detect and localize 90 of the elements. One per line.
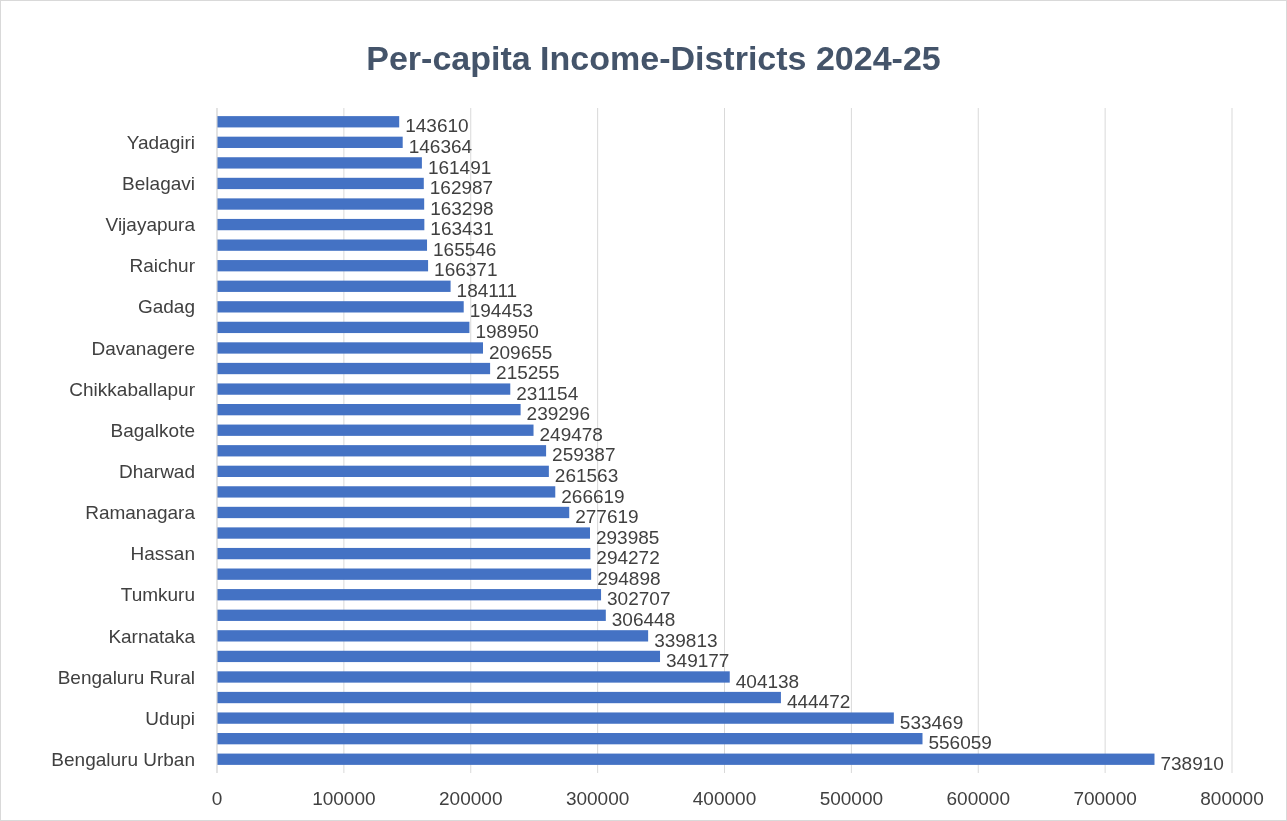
y-tick-label: Yadagiri [126, 131, 195, 153]
data-label: 444472 [786, 691, 851, 713]
data-label: 556059 [928, 732, 992, 754]
data-label: 166371 [434, 259, 498, 281]
bar [217, 136, 403, 148]
data-label: 231154 [516, 382, 579, 404]
y-tick-label: Bengaluru Urban [51, 748, 195, 770]
data-label: 162987 [429, 177, 494, 199]
y-tick-label: Vijayapura [105, 214, 196, 236]
y-tick-label: Tumkuru [120, 584, 195, 606]
x-tick-label: 500000 [819, 788, 884, 809]
y-tick-label: Davanagere [91, 337, 195, 359]
data-label: 209655 [489, 341, 553, 363]
bar [217, 383, 511, 395]
y-tick-label: Karnataka [108, 625, 196, 647]
data-label: 266619 [561, 485, 625, 507]
data-label: 161491 [427, 156, 492, 178]
data-label: 349177 [666, 650, 730, 672]
bar [217, 486, 556, 498]
data-label: 404138 [735, 670, 800, 692]
data-label: 294272 [596, 547, 660, 569]
bar [217, 260, 429, 272]
bar [217, 712, 894, 724]
y-tick-label: Chikkaballapur [69, 378, 196, 400]
y-tick-label: Hassan [130, 543, 195, 565]
data-label: 239296 [526, 403, 591, 425]
data-label: 249478 [539, 423, 603, 445]
bar [217, 116, 400, 128]
data-label: 163298 [430, 197, 494, 219]
x-tick-label: 700000 [1073, 788, 1137, 809]
x-tick-label: 400000 [692, 788, 757, 809]
bar [217, 239, 428, 251]
bar [217, 568, 592, 580]
bar [217, 218, 425, 231]
bar [217, 547, 591, 560]
bar [217, 404, 521, 416]
bar [217, 630, 649, 642]
bar [217, 650, 661, 663]
y-tick-label: Belagavi [122, 173, 195, 195]
x-tick-label: 800000 [1200, 788, 1264, 809]
data-label: 293985 [595, 526, 660, 548]
chart-title: Per-capita Income-Districts 2024-25 [366, 39, 941, 77]
bar [217, 198, 425, 210]
bar [217, 157, 422, 169]
x-tick-label: 100000 [312, 788, 376, 809]
data-label: 277619 [575, 506, 639, 528]
data-label: 215255 [496, 362, 560, 384]
y-tick-label: Gadag [137, 296, 195, 318]
data-label: 146364 [408, 135, 473, 157]
bar [217, 280, 451, 292]
bar [217, 691, 781, 704]
data-label: 261563 [554, 465, 619, 486]
data-label: 339813 [654, 629, 718, 651]
bar [217, 321, 470, 334]
data-label: 143610 [405, 115, 469, 137]
bar [217, 301, 464, 313]
data-label: 302707 [607, 588, 671, 610]
data-label: 306448 [611, 608, 676, 630]
bar [217, 342, 483, 354]
x-tick-label: 600000 [946, 788, 1010, 809]
bar [217, 424, 534, 436]
data-label: 533469 [899, 711, 964, 733]
bar [217, 177, 424, 190]
data-label: 194453 [469, 300, 534, 322]
data-label: 259387 [552, 444, 616, 466]
data-label: 165546 [433, 238, 497, 260]
bar [217, 445, 547, 457]
bar [217, 671, 730, 683]
data-label: 198950 [475, 321, 539, 343]
y-tick-label: Raichur [129, 255, 196, 277]
y-tick-label: Dharwad [118, 461, 195, 482]
bar [217, 506, 570, 519]
y-tick-label: Udupi [145, 707, 195, 729]
y-tick-label: Bagalkote [110, 419, 195, 441]
bar [217, 465, 549, 477]
y-tick-label: Bengaluru Rural [57, 666, 195, 688]
bar [217, 589, 602, 601]
x-tick-label: 0 [211, 788, 223, 809]
data-label: 738910 [1160, 752, 1224, 774]
y-tick-label: Ramanagara [85, 502, 196, 524]
x-tick-label: 300000 [565, 788, 630, 809]
bar [217, 753, 1155, 765]
bar [217, 362, 491, 375]
x-tick-label: 200000 [439, 788, 503, 809]
bar [217, 733, 923, 745]
data-label: 163431 [430, 218, 494, 240]
data-label: 294898 [597, 567, 661, 589]
bar [217, 609, 606, 621]
data-label: 184111 [456, 279, 518, 301]
bar [217, 527, 590, 539]
